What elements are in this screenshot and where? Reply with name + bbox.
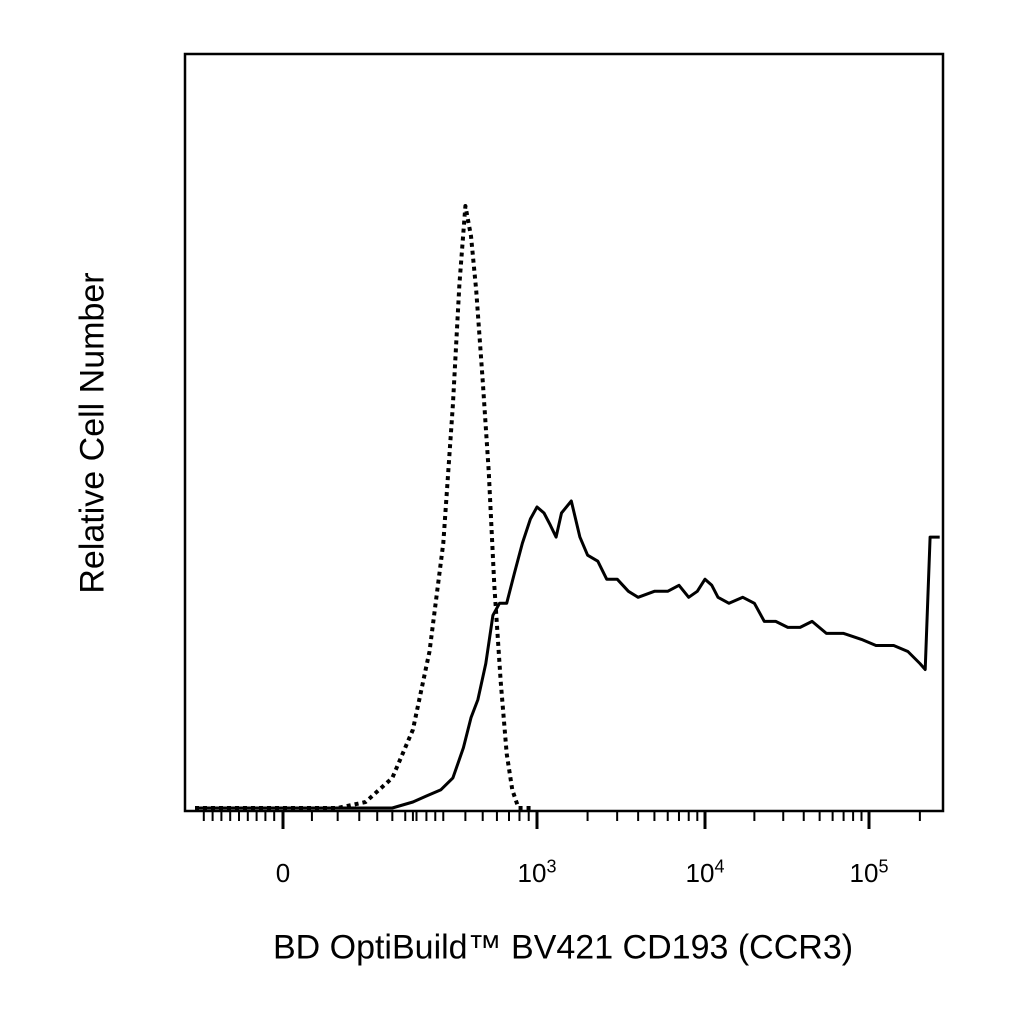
y-axis-label: Relative Cell Number [73,272,112,594]
series-line-solid [195,499,940,810]
x-axis-ticks [202,811,921,829]
series-line-dotted [195,204,532,810]
x-tick-label: 104 [685,856,725,888]
x-tick-label: 0 [275,858,291,888]
x-tick-label: 103 [517,856,557,888]
x-tick-label: 105 [849,856,889,888]
plot-frame [183,52,945,813]
x-axis-label: BD OptiBuild™ BV421 CD193 (CCR3) [272,928,854,967]
chart-series [195,204,940,810]
